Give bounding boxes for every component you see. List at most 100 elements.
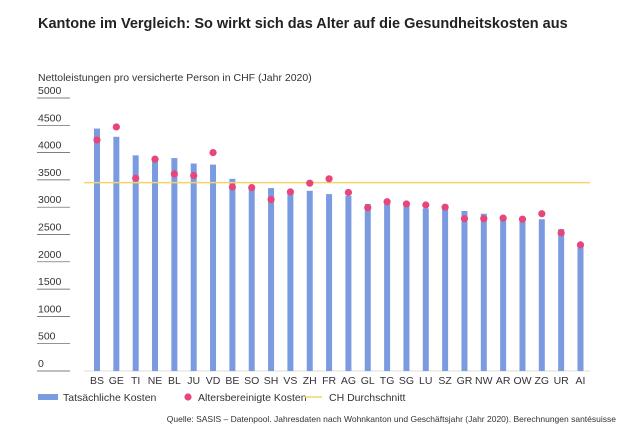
x-tick-label: GR	[457, 375, 473, 387]
dot-lu	[422, 201, 430, 209]
x-tick-label: AI	[576, 375, 586, 387]
dot-vd	[209, 149, 217, 157]
y-tick-label: 4000	[38, 140, 62, 152]
y-tick-label: 3500	[38, 167, 62, 179]
dot-ow	[518, 215, 527, 223]
bar-lu	[422, 208, 429, 371]
y-tick-label: 0	[38, 358, 44, 370]
bar-ju	[190, 163, 197, 371]
dot-ag	[344, 188, 353, 197]
y-axis-ticks: 0 500 1000 1500 2000 2500 3000 3500 4000 4500 5000	[37, 85, 70, 372]
x-tick-label: ZG	[535, 375, 550, 387]
bar-sh	[268, 188, 275, 371]
dot-tg	[383, 198, 391, 206]
bar-ar	[500, 215, 507, 371]
bar-tg	[384, 203, 391, 371]
bar-be	[229, 178, 236, 371]
legend: Tatsächliche Kosten Altersbereinigte Kost…	[38, 392, 406, 404]
bar-ai	[577, 244, 584, 371]
bar-series	[84, 128, 590, 372]
legend-label-bars: Tatsächliche Kosten	[63, 392, 157, 404]
x-tick-label: SZ	[438, 375, 452, 387]
bar-ne	[152, 159, 159, 371]
bar-ge	[113, 136, 120, 371]
source-note: Quelle: SASIS – Datenpool. Jahresdaten n…	[166, 414, 616, 424]
bar-bl	[171, 158, 178, 371]
x-tick-label: LU	[419, 375, 432, 387]
dot-zg	[538, 210, 546, 218]
y-tick-label: 5000	[38, 85, 62, 97]
dot-gl	[364, 204, 372, 212]
dot-sz	[441, 203, 449, 211]
x-tick-label: TI	[131, 375, 140, 387]
bar-so	[248, 187, 255, 371]
dot-fr	[325, 175, 333, 183]
dot-ti	[132, 174, 140, 182]
y-tick-label: 4500	[38, 112, 62, 124]
dot-bs	[93, 136, 101, 144]
dot-vs	[286, 188, 294, 196]
dot-sh	[267, 195, 275, 204]
bar-gr	[461, 211, 468, 371]
y-axis-label: Nettoleistungen pro versicherte Person i…	[38, 72, 312, 84]
legend-swatch-dots	[184, 393, 192, 401]
bar-ur	[558, 229, 565, 371]
x-tick-label: AR	[496, 375, 511, 387]
x-tick-label: VD	[206, 375, 221, 387]
dot-ne	[151, 155, 159, 163]
dot-bl	[170, 170, 178, 178]
x-tick-label: JU	[187, 375, 200, 387]
y-tick-label: 1500	[38, 276, 62, 288]
bar-vs	[287, 191, 294, 371]
dot-be	[228, 183, 236, 191]
dot-gr	[460, 215, 469, 223]
bar-ti	[132, 155, 139, 371]
y-tick-label: 1000	[38, 303, 62, 315]
x-tick-label: BL	[168, 375, 181, 387]
x-tick-label: SG	[399, 375, 414, 387]
chart-title: Kantone im Vergleich: So wirkt sich das …	[38, 16, 568, 32]
x-tick-label: OW	[513, 375, 531, 387]
dot-ai	[576, 241, 585, 249]
bar-ag	[345, 195, 352, 371]
bar-zg	[538, 219, 545, 371]
x-tick-label: GE	[109, 375, 124, 387]
bar-zh	[306, 190, 313, 371]
legend-label-line: CH Durchschnitt	[329, 392, 406, 404]
bar-sz	[442, 208, 449, 371]
x-tick-label: FR	[322, 375, 336, 387]
bar-ow	[519, 219, 526, 371]
x-tick-label: ZH	[303, 375, 317, 387]
dot-ur	[557, 229, 565, 237]
bar-bs	[94, 128, 100, 371]
x-tick-label: AG	[341, 375, 356, 387]
x-tick-label: UR	[554, 375, 570, 387]
bar-sg	[403, 205, 410, 371]
y-tick-label: 2500	[38, 222, 62, 234]
dot-nw	[480, 215, 488, 223]
dot-ar	[499, 214, 507, 222]
bar-gl	[364, 203, 371, 371]
x-tick-label: SH	[264, 375, 279, 387]
bar-nw	[480, 213, 487, 371]
y-tick-label: 3000	[38, 194, 62, 206]
x-tick-label: BE	[225, 375, 239, 387]
legend-label-dots: Altersbereinigte Kosten	[198, 392, 307, 404]
x-axis-labels: BS GE TI NE BL JU VD BE SO SH VS ZH FR AG GL TG SG LU SZ GR…	[90, 375, 585, 387]
y-tick-label: 2000	[38, 249, 62, 261]
dot-zh	[306, 179, 314, 187]
x-tick-label: GL	[361, 375, 375, 387]
dot-series	[93, 123, 585, 249]
x-tick-label: SO	[244, 375, 259, 387]
legend-swatch-bars	[38, 394, 58, 400]
dot-sg	[402, 200, 411, 208]
x-tick-label: NW	[475, 375, 493, 387]
x-tick-label: TG	[380, 375, 395, 387]
bar-vd	[210, 164, 217, 371]
dot-ge	[112, 123, 120, 131]
x-tick-label: NE	[148, 375, 163, 387]
bar-fr	[326, 194, 333, 371]
y-tick-label: 500	[38, 331, 56, 343]
